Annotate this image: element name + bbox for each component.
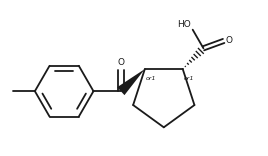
- Text: HO: HO: [177, 20, 191, 29]
- Text: or1: or1: [146, 76, 156, 81]
- Polygon shape: [117, 69, 145, 95]
- Text: O: O: [226, 37, 233, 45]
- Text: O: O: [117, 58, 124, 67]
- Text: or1: or1: [184, 76, 194, 81]
